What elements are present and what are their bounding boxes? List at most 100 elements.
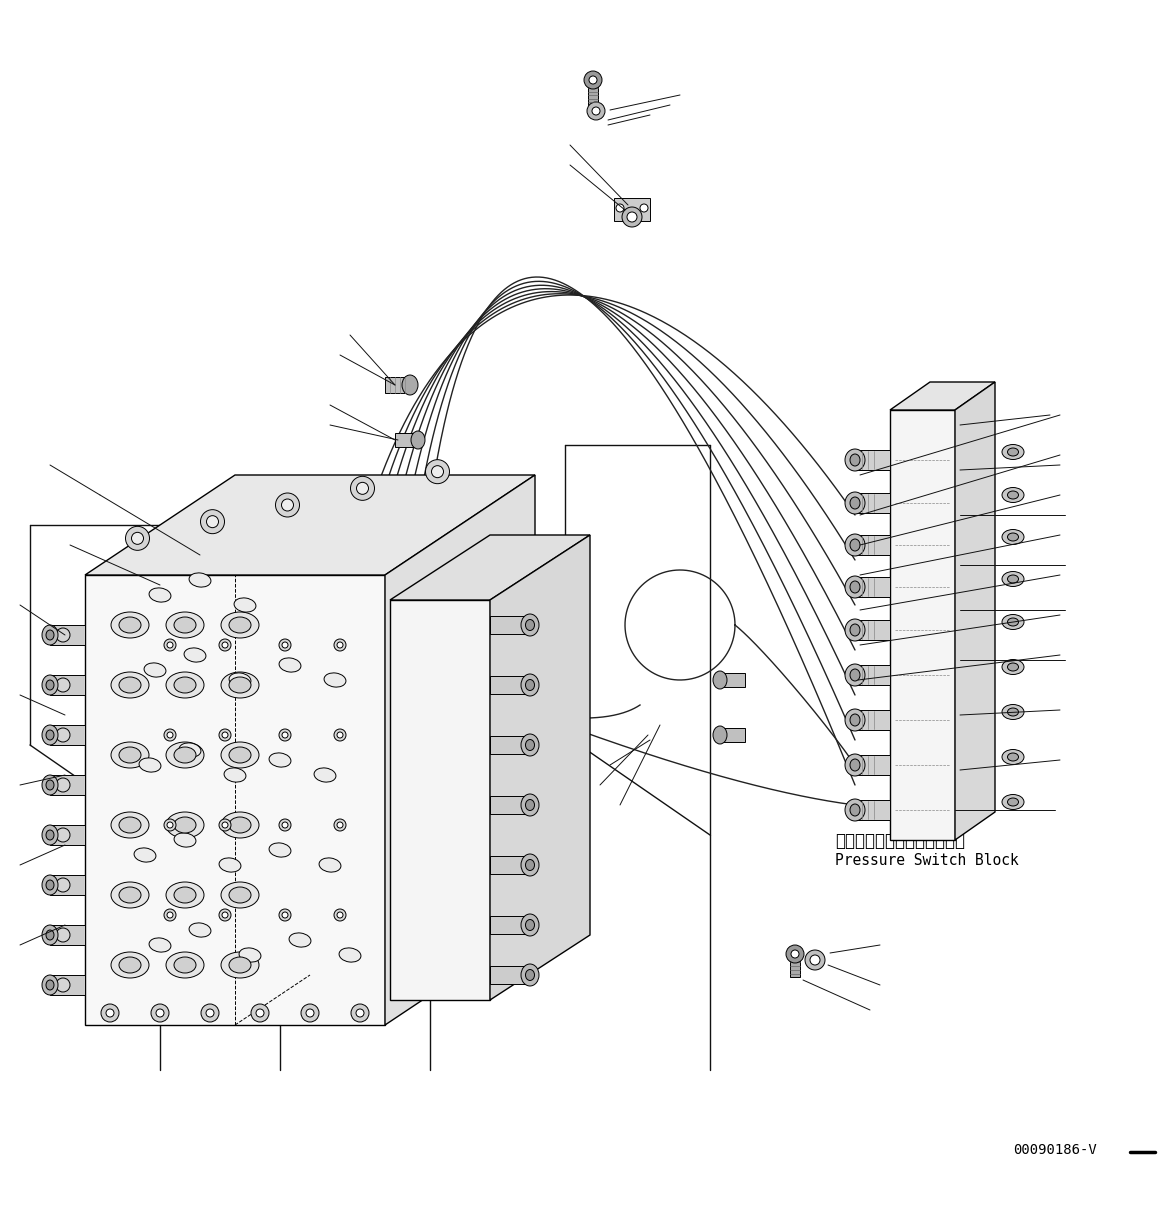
Circle shape <box>101 1004 119 1022</box>
Ellipse shape <box>339 948 360 962</box>
Ellipse shape <box>166 812 204 838</box>
Ellipse shape <box>1001 750 1024 764</box>
Ellipse shape <box>174 617 196 633</box>
Ellipse shape <box>221 812 259 838</box>
Polygon shape <box>50 775 85 795</box>
Ellipse shape <box>845 709 865 731</box>
Polygon shape <box>85 575 385 1025</box>
Circle shape <box>126 527 149 550</box>
Ellipse shape <box>850 497 861 510</box>
Circle shape <box>56 878 70 892</box>
Ellipse shape <box>221 742 259 768</box>
Circle shape <box>282 822 288 828</box>
Circle shape <box>56 978 70 992</box>
Ellipse shape <box>850 624 861 636</box>
Ellipse shape <box>221 612 259 638</box>
Ellipse shape <box>42 725 58 745</box>
Polygon shape <box>588 83 598 105</box>
Ellipse shape <box>845 799 865 821</box>
Circle shape <box>207 516 218 528</box>
Circle shape <box>589 76 598 85</box>
Ellipse shape <box>1001 615 1024 630</box>
Circle shape <box>640 205 648 212</box>
Circle shape <box>279 639 291 650</box>
Ellipse shape <box>112 952 149 978</box>
Circle shape <box>282 499 294 511</box>
Circle shape <box>220 729 231 741</box>
Circle shape <box>583 71 602 89</box>
Ellipse shape <box>166 952 204 978</box>
Circle shape <box>156 1009 164 1017</box>
Ellipse shape <box>1007 448 1019 456</box>
Ellipse shape <box>42 675 58 695</box>
Ellipse shape <box>526 800 534 811</box>
Ellipse shape <box>144 663 166 677</box>
Ellipse shape <box>166 742 204 768</box>
Ellipse shape <box>229 673 251 687</box>
Ellipse shape <box>119 677 141 693</box>
Circle shape <box>56 628 70 642</box>
Circle shape <box>805 951 825 970</box>
Ellipse shape <box>119 617 141 633</box>
Ellipse shape <box>234 598 256 612</box>
Polygon shape <box>855 577 890 597</box>
Circle shape <box>301 1004 319 1022</box>
Circle shape <box>306 1009 313 1017</box>
Circle shape <box>282 642 288 648</box>
Ellipse shape <box>521 854 539 876</box>
Circle shape <box>56 677 70 692</box>
Ellipse shape <box>166 882 204 908</box>
Ellipse shape <box>119 817 141 833</box>
Polygon shape <box>490 856 529 873</box>
Circle shape <box>333 729 346 741</box>
Ellipse shape <box>526 680 534 691</box>
Ellipse shape <box>174 817 196 833</box>
Polygon shape <box>954 382 996 840</box>
Ellipse shape <box>850 804 861 816</box>
Ellipse shape <box>149 588 171 603</box>
Polygon shape <box>490 916 529 933</box>
Circle shape <box>627 212 637 222</box>
Ellipse shape <box>845 576 865 598</box>
Ellipse shape <box>1007 708 1019 715</box>
Circle shape <box>251 1004 269 1022</box>
Circle shape <box>56 778 70 793</box>
Ellipse shape <box>239 948 261 962</box>
Ellipse shape <box>42 824 58 845</box>
Ellipse shape <box>845 450 865 470</box>
Polygon shape <box>50 875 85 895</box>
Ellipse shape <box>526 860 534 871</box>
Ellipse shape <box>526 920 534 931</box>
Ellipse shape <box>850 669 861 681</box>
Ellipse shape <box>174 747 196 763</box>
Polygon shape <box>390 600 490 1000</box>
Circle shape <box>810 956 819 965</box>
Circle shape <box>201 1004 220 1022</box>
Circle shape <box>791 951 799 958</box>
Text: メインバルブ: メインバルブ <box>270 937 330 956</box>
Ellipse shape <box>526 969 534 980</box>
Circle shape <box>282 733 288 737</box>
Ellipse shape <box>229 817 251 833</box>
Ellipse shape <box>521 794 539 816</box>
Polygon shape <box>390 535 591 600</box>
Polygon shape <box>85 475 535 575</box>
Ellipse shape <box>279 658 301 673</box>
Circle shape <box>167 822 173 828</box>
Ellipse shape <box>845 492 865 514</box>
Ellipse shape <box>119 747 141 763</box>
Ellipse shape <box>845 755 865 775</box>
Ellipse shape <box>850 539 861 551</box>
Circle shape <box>164 820 176 831</box>
Ellipse shape <box>42 775 58 795</box>
Polygon shape <box>385 475 535 1025</box>
Circle shape <box>282 911 288 918</box>
Polygon shape <box>490 796 529 813</box>
Ellipse shape <box>521 734 539 756</box>
Ellipse shape <box>174 677 196 693</box>
Circle shape <box>425 459 450 484</box>
Polygon shape <box>490 736 529 755</box>
Ellipse shape <box>1001 488 1024 502</box>
Circle shape <box>279 820 291 831</box>
Text: 00090186-V: 00090186-V <box>1013 1143 1097 1156</box>
